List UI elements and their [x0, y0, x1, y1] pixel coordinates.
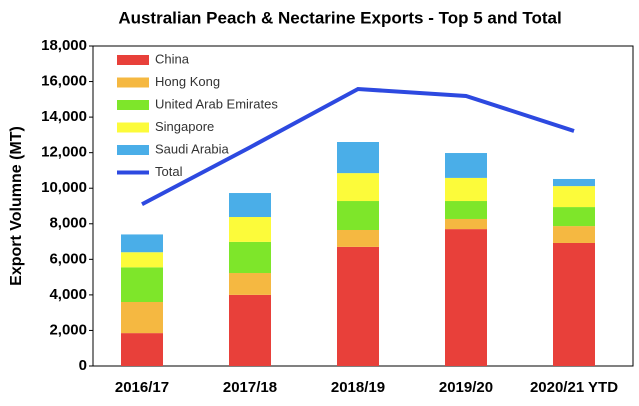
bar-segment: [553, 186, 595, 208]
x-tick-label: 2019/20: [439, 379, 493, 396]
legend-label: Saudi Arabia: [155, 141, 229, 156]
bar-segment: [229, 217, 271, 242]
bar-segment: [121, 252, 163, 268]
bar-segment: [337, 246, 379, 366]
bar-segment: [445, 229, 487, 366]
y-tick-label: 14,000: [41, 108, 87, 125]
legend-label: Singapore: [155, 119, 214, 134]
bar-segment: [445, 201, 487, 219]
bar-segment: [553, 178, 595, 187]
y-tick-label: 18,000: [41, 37, 87, 54]
line: [141, 86, 575, 206]
legend-swatch: [117, 55, 149, 65]
x-tick-label: 2020/21 YTD: [530, 379, 618, 396]
y-tick-label: 4,000: [49, 286, 87, 303]
legend-swatch: [117, 100, 149, 110]
y-tick-label: 12,000: [41, 144, 87, 161]
legend-swatch: [117, 122, 149, 133]
legend-swatch: [117, 77, 149, 88]
legend-label: Hong Kong: [155, 74, 220, 89]
bar-segment: [337, 230, 379, 247]
bar-segment: [121, 333, 163, 366]
bar-segment: [553, 226, 595, 243]
bar-segment: [445, 177, 487, 202]
y-tick-label: 16,000: [41, 73, 87, 90]
x-tick-label: 2016/17: [115, 379, 169, 396]
legend-label: Total: [155, 164, 183, 179]
bar-segment: [229, 241, 271, 274]
chart-title: Australian Peach & Nectarine Exports - T…: [118, 8, 561, 27]
y-tick-label: 6,000: [49, 250, 87, 267]
y-axis-label: Export Volumne (MT): [8, 126, 25, 286]
bar-segment: [445, 218, 487, 230]
bar-segment: [121, 234, 163, 253]
bar-segment: [337, 173, 379, 202]
x-tick-label: 2018/19: [331, 379, 385, 396]
bar-segment: [229, 193, 271, 218]
bar-segment: [229, 294, 271, 366]
bar-segment: [337, 142, 379, 174]
y-tick-label: 0: [79, 357, 87, 374]
legend-swatch: [117, 145, 149, 155]
y-tick-label: 10,000: [41, 179, 87, 196]
y-tick-label: 2,000: [49, 321, 87, 338]
bar-segment: [553, 242, 595, 366]
bar-segment: [553, 207, 595, 227]
legend-label: China: [155, 51, 190, 66]
bar-segment: [337, 201, 379, 230]
bar-segment: [445, 153, 487, 178]
bar-segment: [121, 267, 163, 302]
legend-label: United Arab Emirates: [155, 96, 278, 111]
bar-segment: [121, 302, 163, 334]
x-tick-label: 2017/18: [223, 379, 277, 396]
y-tick-label: 8,000: [49, 215, 87, 232]
bar-segment: [229, 273, 271, 295]
